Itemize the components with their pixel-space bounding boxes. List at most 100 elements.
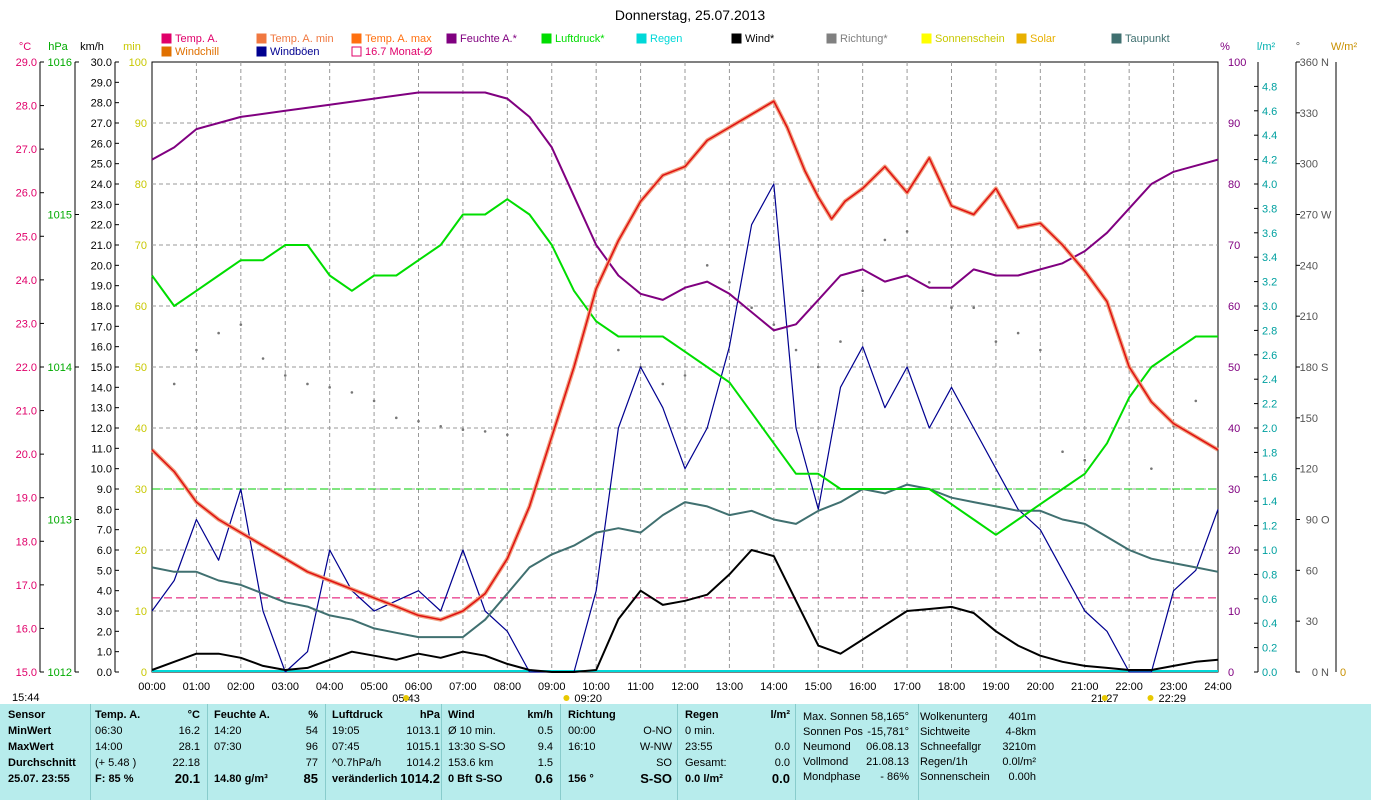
panel-cell-label: 0.0 l/m²	[685, 773, 723, 785]
panel-cell-label: Sonnen Pos	[803, 726, 863, 738]
tick-dir: 330	[1300, 108, 1318, 120]
panel-cell-label: (+ 5.48 )	[95, 757, 137, 769]
panel-cell-label: Max. Sonnen	[803, 711, 868, 723]
tick-rain: 1.8	[1262, 447, 1277, 459]
legend-label: Sonnenschein	[935, 33, 1005, 45]
tick-hum: 70	[1228, 240, 1240, 252]
panel-cell-value: 4-8km	[1005, 726, 1036, 738]
tick-hum: 10	[1228, 606, 1240, 618]
legend-label: Temp. A. max	[365, 33, 432, 45]
panel-cell-value: 1015.1	[406, 741, 440, 753]
panel-cell-value: 1.5	[537, 757, 553, 769]
tick-dir: 150	[1300, 413, 1318, 425]
tick-temp: 18.0	[16, 536, 37, 548]
panel-header-press: Luftdruck hPa	[332, 707, 440, 723]
tick-min: 100	[129, 57, 147, 69]
tick-wind: 9.0	[97, 484, 112, 496]
axis-unit-temp: °C	[19, 41, 31, 53]
temp-series-line	[151, 100, 1219, 621]
tick-wind: 28.0	[91, 98, 112, 110]
tick-hum: 40	[1228, 423, 1240, 435]
panel-header-label: Feuchte A.	[214, 709, 270, 721]
panel-cell-label: F: 85 %	[95, 773, 134, 785]
tick-dir: 360	[1300, 57, 1318, 69]
tick-temp: 23.0	[16, 318, 37, 330]
tick-rain: 4.4	[1262, 130, 1277, 142]
tick-dir-label: S	[1321, 362, 1328, 374]
panel-cell-label: Wolkenunterg	[920, 711, 988, 723]
direction-point	[195, 348, 198, 352]
direction-point	[883, 238, 887, 242]
direction-point	[905, 230, 909, 233]
legend-swatch	[351, 33, 362, 44]
panel-cell-value: 85	[303, 771, 318, 786]
direction-point	[439, 425, 443, 428]
panel-cell-label: Gesamt:	[685, 757, 727, 769]
tick-rain: 1.6	[1262, 472, 1277, 484]
tick-wind: 4.0	[97, 586, 112, 598]
panel-col-dir: Richtung 00:00 O-NO 16:10 W-NW SO 156 ° S-SO	[568, 707, 672, 787]
direction-point	[217, 331, 220, 335]
legend-label: Windchill	[175, 46, 219, 58]
panel-row: Neumond 06.08.13	[803, 740, 909, 755]
panel-row: 07:30 96	[214, 739, 318, 755]
panel-col-press: Luftdruck hPa 19:05 1013.1 07:45 1015.1 ^0.7hP…	[332, 707, 440, 787]
direction-point	[483, 430, 487, 433]
legend-swatch	[921, 33, 932, 44]
panel-row: 153.6 km 1.5	[448, 755, 553, 771]
tick-min: 70	[135, 240, 147, 252]
wind-series-line	[151, 549, 1219, 673]
tick-dir: 90	[1306, 515, 1318, 527]
tick-press: 1016	[48, 57, 72, 69]
panel-header-label: Wind	[448, 709, 475, 721]
tick-rain: 0.8	[1262, 569, 1277, 581]
tick-wind: 6.0	[97, 545, 112, 557]
tick-x: 19:00	[982, 681, 1010, 693]
direction-point	[372, 399, 376, 403]
tick-dir: 0	[1312, 667, 1318, 679]
direction-point	[172, 382, 176, 386]
panel-cell-value: 0.0	[774, 741, 790, 753]
panel-header-unit: km/h	[527, 709, 553, 721]
panel-row: Sonnenschein 0.00h	[920, 770, 1036, 785]
axis-unit-min: min	[123, 41, 141, 53]
legend-swatch	[1016, 33, 1027, 44]
panel-cell-value: SO	[656, 757, 672, 769]
panel-cell-value: 0.0l/m²	[1002, 756, 1036, 768]
tick-wind: 12.0	[91, 423, 112, 435]
legend-swatch	[161, 46, 172, 57]
tick-min: 50	[135, 362, 147, 374]
tick-wind: 18.0	[91, 301, 112, 313]
panel-header-hum: Feuchte A.%	[214, 707, 318, 723]
gust-series-line	[151, 183, 1219, 673]
tick-x: 10:00	[582, 681, 610, 693]
tick-dir: 60	[1306, 565, 1318, 577]
legend-swatch	[351, 46, 362, 57]
dewpoint-series-line	[151, 483, 1219, 639]
tick-hum: 20	[1228, 545, 1240, 557]
panel-row: Sonnen Pos -15,781°	[803, 725, 909, 740]
tick-x: 08:00	[494, 681, 522, 693]
panel-cell-label: 14:00	[95, 741, 123, 753]
direction-point	[994, 340, 998, 343]
panel-row: SO	[568, 755, 672, 771]
panel-row: 14:20 54	[214, 723, 318, 739]
panel-row: (+ 5.48 ) 22.18	[95, 755, 200, 771]
panel-cell-label: Vollmond	[803, 756, 849, 768]
panel-cell-value: 22.18	[172, 757, 200, 769]
legend-swatch	[826, 33, 837, 44]
tick-temp: 17.0	[16, 580, 37, 592]
tick-x: 02:00	[227, 681, 255, 693]
tick-hum: 50	[1228, 362, 1240, 374]
tick-dir-label: W	[1321, 210, 1332, 222]
panel-row: 06:30 16.2	[95, 723, 200, 739]
direction-point	[728, 280, 731, 284]
panel-cell-value: 0.00h	[1008, 771, 1036, 783]
legend-label: Temp. A.	[175, 33, 218, 45]
tick-min: 80	[135, 179, 147, 191]
panel-header-sensor: Sensor	[8, 709, 46, 721]
tick-x: 20:00	[1027, 681, 1055, 693]
axis-unit-rain: l/m²	[1257, 41, 1276, 53]
tick-rain: 4.2	[1262, 155, 1277, 167]
tick-temp: 22.0	[16, 362, 37, 374]
